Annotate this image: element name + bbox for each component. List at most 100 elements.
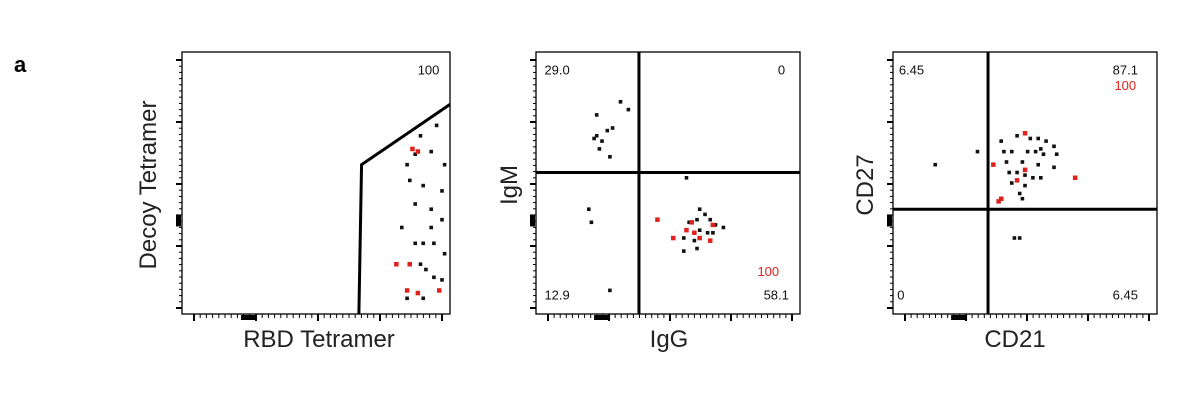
black-data-point bbox=[1015, 134, 1019, 138]
black-data-point bbox=[684, 176, 689, 180]
black-data-point bbox=[413, 241, 417, 246]
red-data-point bbox=[996, 199, 1001, 204]
gate-percentage-label: 12.9 bbox=[544, 288, 569, 303]
black-data-point bbox=[1023, 173, 1027, 177]
black-data-point bbox=[610, 126, 615, 130]
red-data-point bbox=[684, 227, 689, 233]
black-data-point bbox=[1025, 149, 1030, 154]
red-data-point bbox=[671, 235, 676, 241]
black-data-point bbox=[1052, 165, 1056, 170]
black-data-point bbox=[405, 162, 409, 167]
y-tick-cluster bbox=[887, 214, 892, 227]
x-axis-title: CD21 bbox=[984, 326, 1045, 353]
black-data-point bbox=[1044, 139, 1048, 143]
black-data-point bbox=[1002, 149, 1006, 154]
black-data-point bbox=[682, 249, 686, 253]
black-data-point bbox=[1041, 152, 1046, 156]
black-data-point bbox=[405, 296, 409, 301]
black-data-point bbox=[440, 189, 444, 193]
x-tick-cluster bbox=[594, 315, 611, 320]
gate-percentage-label: 6.45 bbox=[899, 62, 924, 77]
red-data-point bbox=[999, 196, 1004, 201]
black-data-point bbox=[1039, 176, 1043, 180]
black-data-point bbox=[429, 149, 433, 154]
red-data-point bbox=[710, 222, 716, 228]
red-points bbox=[991, 131, 1078, 204]
gate-percentage-label: 0 bbox=[897, 288, 904, 303]
red-data-point bbox=[689, 220, 694, 225]
black-data-point bbox=[703, 212, 707, 217]
black-data-point bbox=[1054, 152, 1059, 156]
y-axis-title: Decoy Tetramer bbox=[135, 101, 162, 270]
black-data-point bbox=[695, 217, 699, 222]
x-axis-title: IgG bbox=[650, 326, 689, 353]
black-data-point bbox=[1020, 160, 1025, 164]
black-data-point bbox=[608, 288, 612, 293]
red-data-point bbox=[1022, 167, 1028, 173]
black-data-point bbox=[600, 139, 604, 143]
black-data-point bbox=[440, 217, 444, 222]
black-data-point bbox=[429, 225, 433, 230]
gate-percentage-label: 100 bbox=[757, 264, 779, 279]
black-data-point bbox=[1017, 191, 1022, 196]
black-data-point bbox=[1028, 136, 1033, 141]
x-axis-ticks bbox=[193, 314, 443, 321]
black-data-point bbox=[442, 162, 447, 167]
black-data-point bbox=[1031, 176, 1035, 180]
black-data-point bbox=[1052, 144, 1056, 149]
red-data-point bbox=[410, 146, 415, 152]
black-data-point bbox=[999, 139, 1003, 143]
red-data-point bbox=[1014, 178, 1020, 183]
black-data-point bbox=[708, 217, 712, 222]
red-points bbox=[655, 217, 716, 243]
black-data-point bbox=[597, 147, 602, 151]
gate-outline bbox=[357, 103, 451, 315]
red-points bbox=[394, 146, 442, 296]
red-data-point bbox=[991, 162, 996, 167]
panel-rbd-decoy: Decoy Tetramer RBD Tetramer 100 bbox=[135, 51, 451, 353]
black-data-point bbox=[1010, 149, 1014, 154]
black-data-point bbox=[697, 207, 702, 211]
black-data-point bbox=[721, 225, 726, 230]
plot-frame bbox=[181, 51, 451, 315]
black-data-point bbox=[587, 207, 591, 211]
red-data-point bbox=[697, 235, 702, 241]
black-data-point bbox=[695, 246, 699, 251]
black-points bbox=[587, 100, 726, 293]
red-data-point bbox=[437, 288, 442, 293]
black-data-point bbox=[594, 113, 599, 117]
black-data-point bbox=[687, 220, 691, 225]
black-data-point bbox=[618, 100, 623, 104]
red-data-point bbox=[394, 262, 399, 267]
black-data-point bbox=[692, 238, 697, 243]
y-axis-ticks bbox=[530, 59, 536, 309]
red-data-point bbox=[692, 230, 697, 235]
red-data-point bbox=[1072, 175, 1078, 180]
gate-percentage-label: 29.0 bbox=[544, 62, 569, 77]
black-data-point bbox=[421, 241, 425, 246]
y-tick-cluster bbox=[530, 214, 535, 227]
black-data-point bbox=[592, 136, 596, 141]
black-data-point bbox=[1015, 170, 1019, 175]
red-data-point bbox=[415, 149, 421, 154]
black-data-point bbox=[424, 267, 428, 272]
y-axis-ticks bbox=[176, 59, 182, 309]
black-data-point bbox=[418, 262, 423, 266]
gate-percentage-label: 100 bbox=[418, 62, 440, 77]
red-data-point bbox=[415, 290, 421, 296]
gate-percentage-label: 58.1 bbox=[764, 288, 789, 303]
black-data-point bbox=[626, 107, 631, 112]
black-data-point bbox=[1036, 136, 1040, 141]
panel-letter: a bbox=[14, 52, 27, 77]
black-data-point bbox=[1033, 149, 1038, 154]
gate-percentage-label: 87.1 bbox=[1113, 62, 1138, 77]
black-data-point bbox=[1023, 183, 1027, 188]
black-data-point bbox=[605, 128, 610, 133]
black-data-point bbox=[975, 149, 980, 154]
black-data-point bbox=[432, 275, 436, 280]
black-data-point bbox=[400, 225, 404, 230]
black-data-point bbox=[1012, 236, 1017, 240]
black-data-point bbox=[713, 223, 718, 227]
